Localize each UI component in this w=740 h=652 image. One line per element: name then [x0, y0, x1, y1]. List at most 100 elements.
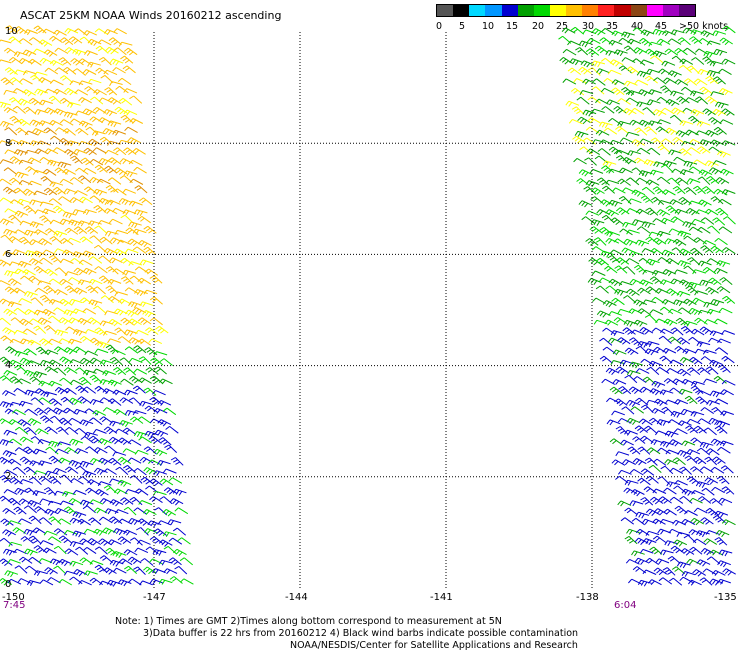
wind-barb: [602, 300, 617, 308]
wind-barb: [28, 180, 42, 186]
wind-barb: [702, 56, 716, 65]
wind-barb: [644, 457, 658, 466]
wind-barb: [0, 77, 14, 86]
wind-barb: [594, 155, 608, 164]
wind-barb: [718, 226, 733, 234]
wind-barb: [683, 78, 698, 86]
wind-barb: [690, 385, 704, 394]
wind-barb: [28, 535, 42, 545]
wind-barb: [84, 570, 98, 577]
wind-barb: [626, 208, 640, 214]
wind-barb: [686, 147, 701, 155]
wind-barb: [670, 410, 685, 418]
wind-barb: [559, 56, 573, 65]
wind-barb: [0, 178, 12, 186]
wind-barb: [72, 251, 87, 258]
wind-barb: [53, 289, 68, 296]
wind-barb: [52, 186, 66, 195]
wind-barb: [44, 567, 58, 575]
wind-barb: [636, 101, 650, 108]
wind-barb: [682, 221, 697, 228]
wind-barb: [639, 326, 654, 335]
wind-barb: [18, 498, 33, 505]
wind-barb: [656, 38, 671, 45]
wind-barb: [601, 214, 615, 224]
wind-barb: [63, 407, 77, 415]
wind-barb: [149, 478, 163, 486]
wind-barb: [640, 468, 655, 476]
wind-barb: [599, 139, 614, 146]
wind-barb: [608, 311, 622, 316]
wind-barb: [87, 61, 101, 68]
wind-barb: [168, 477, 183, 484]
wind-barb: [114, 106, 128, 115]
wind-barb: [58, 57, 72, 66]
wind-barb: [586, 148, 600, 156]
wind-barb: [3, 469, 18, 476]
wind-barb: [610, 360, 625, 366]
wind-barb: [706, 399, 720, 406]
wind-barb: [34, 229, 48, 236]
wind-barb: [622, 266, 636, 275]
wind-barb: [657, 528, 672, 535]
wind-barb: [82, 308, 97, 315]
wind-barb: [73, 287, 88, 295]
wind-barb: [14, 171, 29, 179]
wind-barb: [0, 39, 12, 44]
wind-barb: [48, 278, 63, 286]
wind-barb: [102, 527, 117, 535]
wind-barb: [44, 426, 58, 434]
wind-barb: [9, 261, 23, 267]
wind-barb: [603, 77, 617, 85]
wind-barb: [58, 535, 72, 544]
wind-barb: [2, 327, 16, 335]
legend-swatch: [533, 5, 550, 16]
wind-barb: [721, 330, 735, 335]
wind-barb: [697, 390, 712, 396]
wind-barb: [674, 345, 688, 354]
wind-barb: [117, 77, 132, 86]
wind-barb: [673, 428, 688, 435]
wind-barb: [158, 578, 173, 585]
wind-barb: [38, 517, 53, 526]
wind-barb: [3, 107, 18, 114]
wind-barb: [35, 388, 49, 396]
wind-barb: [14, 210, 29, 218]
wind-barb: [619, 137, 634, 144]
wind-barb: [104, 310, 118, 316]
wind-barb: [84, 408, 99, 416]
wind-barb: [43, 487, 57, 496]
wind-barb: [143, 246, 157, 255]
wind-barb: [608, 199, 623, 207]
wind-barb: [629, 500, 644, 507]
wind-barb: [63, 111, 78, 119]
wind-barb: [702, 266, 717, 275]
wind-barb: [54, 346, 68, 354]
wind-barb: [103, 247, 118, 256]
wind-barb: [687, 281, 702, 289]
wind-barb: [717, 578, 731, 585]
wind-barb: [683, 187, 697, 196]
wind-barb: [612, 349, 627, 356]
wind-barb: [14, 149, 28, 156]
wind-barb: [109, 58, 124, 66]
wind-barb: [123, 47, 138, 56]
wind-barb: [617, 417, 632, 424]
wind-barb: [129, 475, 143, 484]
wind-barb: [102, 388, 117, 395]
wind-barb: [38, 460, 52, 467]
wind-barb: [697, 418, 712, 425]
wind-barb: [99, 397, 114, 404]
wind-barb: [99, 379, 114, 385]
wind-barb: [88, 435, 103, 444]
wind-barb: [107, 120, 122, 128]
wind-barb: [30, 74, 43, 84]
wind-barb: [699, 86, 713, 95]
wind-barb: [49, 135, 64, 143]
wind-barb: [674, 399, 688, 405]
wind-barb: [27, 157, 42, 164]
wind-barb: [653, 508, 668, 516]
wind-barb: [44, 349, 59, 356]
wind-barb: [629, 468, 644, 476]
wind-barb: [133, 166, 147, 174]
